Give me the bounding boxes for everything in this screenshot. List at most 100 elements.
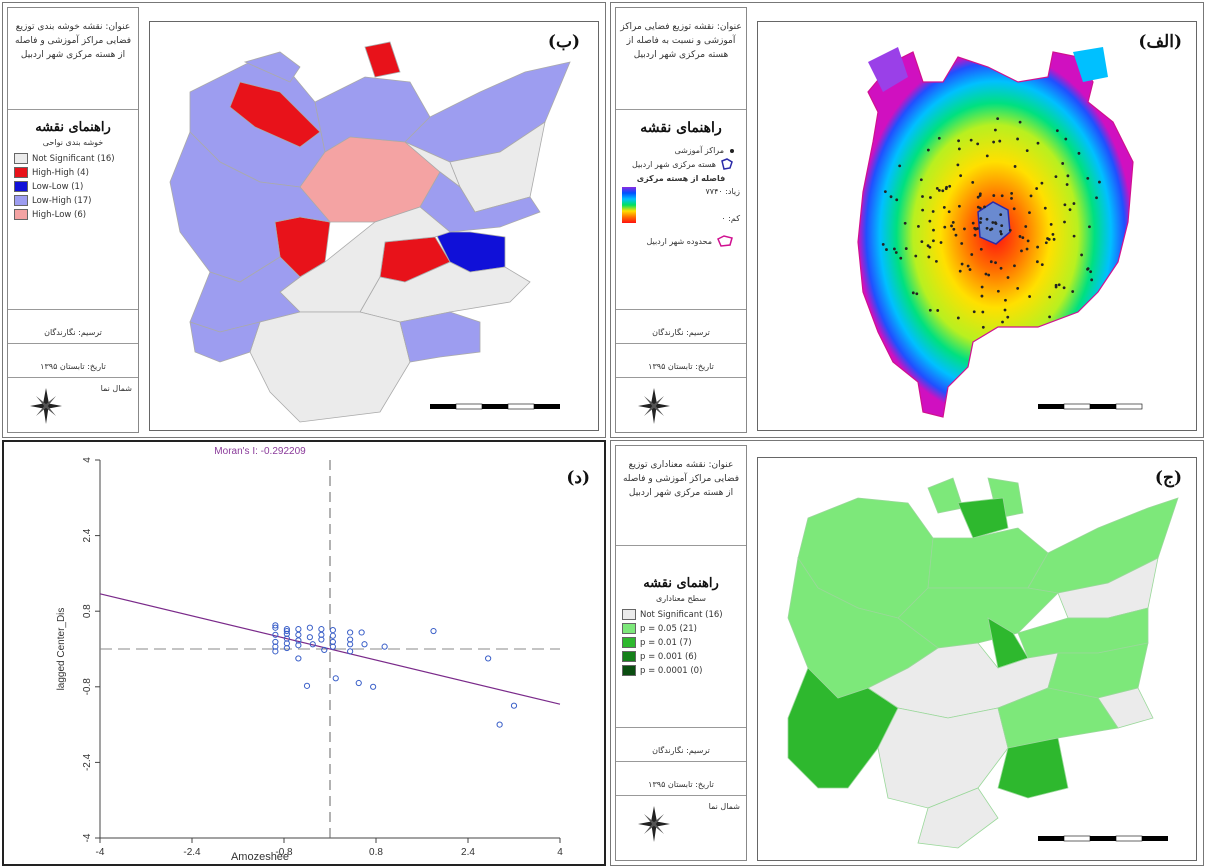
school-point [911,291,915,295]
scatter-point [329,627,336,634]
school-point [1061,162,1065,165]
x-tick-label: -2.4 [183,847,201,858]
scatter-point [318,626,325,633]
school-point [944,187,948,191]
x-axis-label: Amozeshee [231,851,289,863]
regression-line [99,593,561,705]
scatter-point [303,682,311,689]
school-point [948,184,952,188]
panel-b-label: (ب) [547,32,580,52]
school-point [976,195,980,199]
scatter-point [309,641,316,648]
school-point [904,247,908,250]
panel-b-legend: Not Significant (16) High-High (4) Low-Low… [8,153,138,220]
scatter-point [272,624,279,631]
school-point [956,163,960,167]
school-point [899,256,903,260]
scatter-point [329,632,336,639]
scatter-point [370,683,377,690]
school-point [957,147,961,151]
distance-high: زیاد: ۷۷۴۰ [705,187,740,196]
school-point [1025,149,1029,153]
school-point [1086,176,1090,180]
school-point [963,227,966,231]
panel-alef-label: (الف) [1138,32,1182,52]
legend-swatch [14,181,28,192]
x-tick-label: 4 [557,847,563,858]
school-point [960,242,964,245]
school-point [941,189,945,193]
north-arrow-icon [638,806,670,842]
school-point [992,140,996,144]
school-point [1016,137,1019,141]
school-point [970,253,974,256]
scatter-point [329,643,336,650]
scatter-point [361,641,368,648]
school-point [1040,263,1044,266]
scatter-point [332,675,339,682]
school-point [881,242,885,246]
school-point [999,213,1003,217]
school-point [976,205,980,209]
school-point [1057,283,1061,287]
panel-jim-label: (ج) [1154,468,1182,488]
scatter-point [347,648,354,655]
school-point [1054,283,1058,287]
legend-swatch [14,209,28,220]
scatter-point [485,655,492,662]
core-boundary-icon [721,158,733,170]
school-points [881,117,1101,329]
school-point [932,239,935,243]
school-point [1013,264,1016,268]
panel-b-title: عنوان: نقشه خوشه بندی توزیع فضایی مراکز … [14,22,132,60]
panel-jim-legend-item: p = 0.05 (21) [622,623,740,634]
school-point [914,254,918,258]
scatter-point [295,655,302,662]
panel-b-legend-subtitle: خوشه بندی نواحی [42,138,104,147]
scatter-point [295,631,302,638]
school-point [973,233,977,237]
panel-alef: عنوان: نقشه توزیع فضایی مراکز آموزشی و ن… [610,2,1204,438]
school-point [1086,267,1090,270]
legend-label: High-High (4) [32,167,89,178]
school-point [989,260,993,264]
y-tick-label: 2.4 [82,528,93,542]
school-point [932,228,935,232]
panel-alef-map: (الف) [757,21,1197,431]
scatter-point [306,634,313,641]
scatter-point [272,622,279,629]
north-arrow-icon [638,388,670,424]
school-point [1013,165,1017,168]
panel-alef-map-svg [857,47,1143,418]
school-point [994,261,997,265]
x-tick-label: -4 [96,847,105,858]
school-point [1046,237,1049,240]
school-point [1065,183,1069,186]
school-point [1044,241,1048,245]
school-point [937,136,941,140]
x-tick-label: -0.8 [275,847,293,858]
school-point [968,268,972,271]
legend-swatch [622,665,636,676]
panel-jim-legend-item: Not Significant (16) [622,609,740,620]
school-point [894,251,898,254]
school-point [1016,287,1020,290]
school-point [971,221,975,225]
school-point [972,310,976,314]
y-axis-label: lagged Center_Dis [56,608,67,691]
school-point [958,204,961,208]
school-point [979,217,983,220]
scatter-point [283,644,290,652]
school-point [992,194,996,197]
school-point [921,195,924,198]
school-point [998,139,1002,143]
school-point [1035,260,1039,264]
scatter-point [347,641,354,648]
school-point [936,309,940,312]
school-point [960,262,964,266]
panel-b-map-svg [169,41,571,423]
school-point [931,210,935,213]
scatter-point [355,679,362,687]
school-point [950,224,953,228]
x-tick-label: 0.8 [369,847,383,858]
